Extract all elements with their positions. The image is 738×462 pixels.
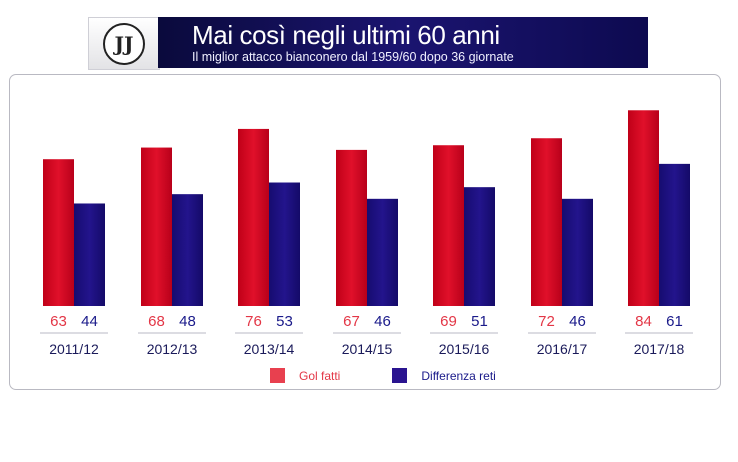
value-label-gol-fatti: 69 bbox=[440, 313, 457, 330]
value-label-differenza-reti: 61 bbox=[666, 313, 683, 330]
value-label-differenza-reti: 51 bbox=[471, 313, 488, 330]
bar-gol-fatti-2016-17 bbox=[531, 138, 562, 306]
value-label-differenza-reti: 44 bbox=[81, 313, 98, 330]
bar-gol-fatti-2014-15 bbox=[336, 149, 367, 306]
value-label-gol-fatti: 67 bbox=[343, 313, 360, 330]
bar-gol-fatti-2015-16 bbox=[433, 145, 464, 306]
value-label-gol-fatti: 72 bbox=[538, 313, 555, 330]
juventus-logo-icon: JJ bbox=[103, 22, 145, 65]
bar-differenza-reti-2012-13 bbox=[172, 194, 203, 306]
bar-gol-fatti-2017-18 bbox=[628, 110, 659, 306]
bar-gol-fatti-2013-14 bbox=[238, 128, 269, 306]
bar-gol-fatti-2012-13 bbox=[141, 147, 172, 306]
chart-legend: Gol fatti Differenza reti bbox=[270, 368, 548, 383]
header-banner: Mai così negli ultimi 60 anni Il miglior… bbox=[158, 17, 648, 68]
value-label-differenza-reti: 53 bbox=[276, 313, 293, 330]
legend-item-gol-fatti: Gol fatti bbox=[270, 368, 340, 383]
bar-differenza-reti-2017-18 bbox=[659, 163, 690, 306]
legend-swatch-gol-fatti bbox=[270, 368, 285, 383]
legend-swatch-differenza-reti bbox=[392, 368, 408, 383]
bar-differenza-reti-2016-17 bbox=[562, 198, 593, 306]
value-label-differenza-reti: 48 bbox=[179, 313, 196, 330]
bar-gol-fatti-2011-12 bbox=[43, 159, 74, 306]
value-label-differenza-reti: 46 bbox=[374, 313, 391, 330]
value-label-differenza-reti: 46 bbox=[569, 313, 586, 330]
legend-label-gol-fatti: Gol fatti bbox=[299, 368, 341, 383]
value-label-gol-fatti: 84 bbox=[635, 313, 652, 330]
bar-differenza-reti-2013-14 bbox=[269, 182, 300, 306]
chart-title: Mai così negli ultimi 60 anni bbox=[192, 20, 500, 50]
category-label: 2016/17 bbox=[537, 341, 588, 357]
bar-differenza-reti-2014-15 bbox=[367, 198, 398, 306]
value-label-gol-fatti: 76 bbox=[245, 313, 262, 330]
value-label-gol-fatti: 63 bbox=[50, 313, 67, 330]
legend-item-differenza-reti: Differenza reti bbox=[392, 368, 496, 383]
value-label-gol-fatti: 68 bbox=[148, 313, 165, 330]
bar-differenza-reti-2015-16 bbox=[464, 187, 495, 306]
category-label: 2011/12 bbox=[49, 341, 99, 357]
team-logo-box: JJ bbox=[88, 17, 160, 70]
legend-label-differenza-reti: Differenza reti bbox=[421, 368, 496, 383]
chart-subtitle: Il miglior attacco bianconero dal 1959/6… bbox=[192, 50, 514, 64]
category-label: 2017/18 bbox=[634, 341, 685, 357]
category-label: 2015/16 bbox=[439, 341, 490, 357]
category-label: 2013/14 bbox=[244, 341, 295, 357]
bar-differenza-reti-2011-12 bbox=[74, 203, 105, 306]
category-label: 2012/13 bbox=[147, 341, 198, 357]
category-label: 2014/15 bbox=[342, 341, 393, 357]
